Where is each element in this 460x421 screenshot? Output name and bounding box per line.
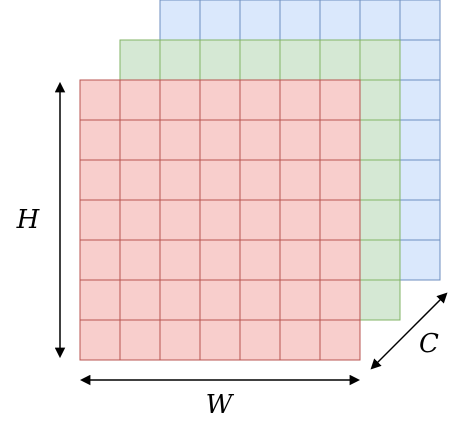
grid-cell [239, 79, 281, 121]
grid-cell [119, 199, 161, 241]
grid-cell [399, 0, 441, 41]
grid-cell [119, 79, 161, 121]
grid-cell [399, 79, 441, 121]
grid-cell [359, 39, 401, 81]
grid-cell [159, 119, 201, 161]
grid-cell [279, 119, 321, 161]
grid-cell [79, 239, 121, 281]
grid-cell [279, 0, 321, 41]
grid-cell [199, 159, 241, 201]
channel-layers [79, 0, 441, 361]
grid-cell [279, 199, 321, 241]
grid-cell [199, 279, 241, 321]
grid-cell [79, 79, 121, 121]
grid-cell [279, 159, 321, 201]
grid-cell [319, 239, 361, 281]
grid-cell [119, 239, 161, 281]
grid-cell [79, 159, 121, 201]
grid-cell [319, 39, 361, 81]
grid-cell [119, 279, 161, 321]
grid-cell [399, 119, 441, 161]
grid-cell [399, 199, 441, 241]
grid-cell [199, 199, 241, 241]
grid-cell [239, 279, 281, 321]
grid-cell [399, 239, 441, 281]
grid-cell [159, 79, 201, 121]
grid-cell [239, 239, 281, 281]
grid-cell [119, 159, 161, 201]
grid-cell [199, 79, 241, 121]
grid-cell [319, 79, 361, 121]
grid-cell [159, 159, 201, 201]
grid-cell [199, 0, 241, 41]
grid-cell [239, 319, 281, 361]
front-channel [79, 79, 361, 361]
grid-cell [199, 239, 241, 281]
grid-cell [159, 279, 201, 321]
grid-cell [399, 39, 441, 81]
grid-cell [119, 39, 161, 81]
grid-cell [239, 159, 281, 201]
grid-cell [79, 199, 121, 241]
grid-cell [279, 279, 321, 321]
grid-cell [359, 0, 401, 41]
grid-cell [79, 279, 121, 321]
grid-cell [119, 119, 161, 161]
grid-cell [239, 119, 281, 161]
width-label: W [206, 390, 235, 420]
grid-cell [359, 79, 401, 121]
grid-cell [319, 319, 361, 361]
grid-cell [359, 159, 401, 201]
grid-cell [279, 319, 321, 361]
grid-cell [319, 199, 361, 241]
grid-cell [119, 319, 161, 361]
grid-cell [239, 0, 281, 41]
grid-cell [239, 199, 281, 241]
height-label: H [16, 205, 41, 235]
grid-cell [279, 239, 321, 281]
grid-cell [79, 319, 121, 361]
grid-cell [159, 239, 201, 281]
grid-cell [279, 39, 321, 81]
grid-cell [319, 279, 361, 321]
grid-cell [399, 159, 441, 201]
grid-cell [79, 119, 121, 161]
grid-cell [319, 119, 361, 161]
grid-cell [239, 39, 281, 81]
grid-cell [359, 199, 401, 241]
grid-cell [319, 159, 361, 201]
grid-cell [359, 119, 401, 161]
grid-cell [319, 0, 361, 41]
grid-cell [279, 79, 321, 121]
channel-arrow [370, 292, 448, 370]
grid-cell [159, 0, 201, 41]
grid-cell [159, 319, 201, 361]
grid-cell [199, 319, 241, 361]
grid-cell [159, 39, 201, 81]
channel-label: C [419, 329, 439, 359]
grid-cell [359, 239, 401, 281]
grid-cell [159, 199, 201, 241]
grid-cell [359, 279, 401, 321]
grid-cell [199, 39, 241, 81]
grid-cell [199, 119, 241, 161]
